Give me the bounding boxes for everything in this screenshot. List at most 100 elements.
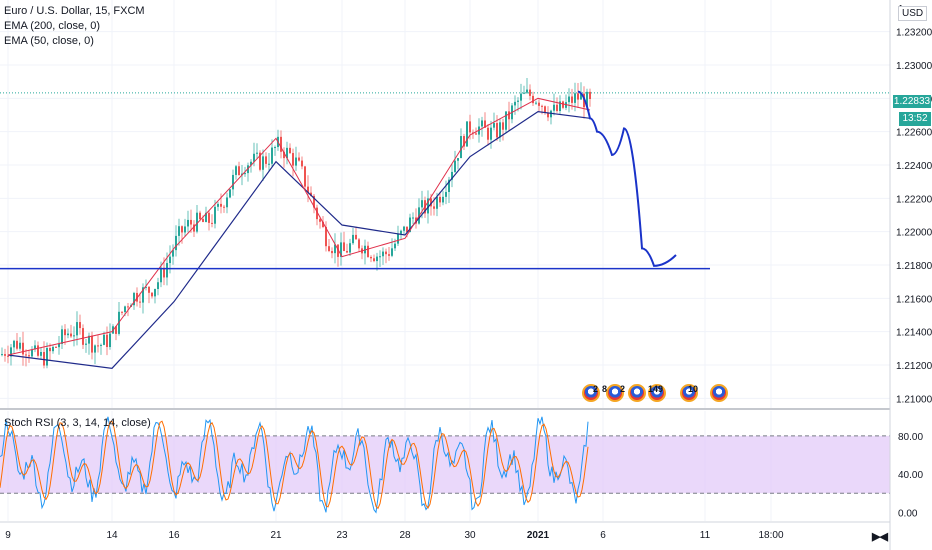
candle-body [382, 251, 384, 257]
candle-body [322, 221, 324, 227]
candle-body [151, 292, 153, 297]
eu-flag-icon[interactable] [710, 384, 728, 402]
price-tick-label: 1.21400 [896, 328, 932, 339]
time-axis[interactable]: 9 14 16 21 23 28 30 2021 6 11 18:00 [5, 530, 784, 541]
candle-body [502, 122, 504, 130]
candle-body [436, 196, 438, 209]
candle-body [526, 89, 528, 93]
candle-body [304, 166, 306, 187]
candle-body [334, 244, 336, 254]
candle-body [295, 157, 297, 166]
price-tick-label: 1.22200 [896, 194, 932, 205]
candle-body [463, 136, 465, 147]
tradingview-logo-icon[interactable]: ▶◀ [872, 531, 888, 543]
candle-body [574, 93, 576, 103]
candle-body [562, 101, 564, 108]
candle-body [253, 153, 255, 162]
currency-button[interactable]: USD [898, 6, 928, 21]
candle-body [445, 191, 447, 197]
stoch-legend[interactable]: Stoch RSI (3, 3, 14, 14, close) [4, 417, 151, 429]
candle-countdown: 13:52 [899, 112, 931, 126]
event-count: 2 [593, 384, 599, 394]
candle-body [10, 347, 12, 357]
candle-body [427, 198, 429, 214]
candle-body [46, 348, 48, 366]
candle-body [160, 267, 162, 283]
candle-body [139, 301, 141, 303]
price-tick-label: 1.22600 [896, 128, 932, 139]
candle-body [79, 322, 81, 329]
time-tick-label: 2021 [527, 530, 550, 541]
candle-body [148, 286, 150, 293]
candle-body [250, 161, 252, 166]
candle-body [340, 242, 342, 257]
eu-flag-icon[interactable] [648, 384, 666, 402]
candle-body [403, 226, 405, 231]
candle-body [571, 96, 573, 103]
candle-body [586, 91, 588, 108]
candle-body [325, 226, 327, 247]
candle-body [73, 335, 75, 337]
us-flag-icon[interactable] [628, 384, 646, 402]
candle-body [208, 212, 210, 223]
candle-body [283, 151, 285, 159]
candle-body [316, 207, 318, 220]
stoch-k-line [0, 416, 589, 514]
candle-body [544, 106, 546, 113]
candle-body [13, 340, 15, 348]
price-tick-label: 1.23200 [896, 28, 932, 39]
current-price-badge: 1.22833 [893, 95, 931, 108]
candle-body [508, 111, 510, 120]
candle-body [442, 196, 444, 203]
candle-body [127, 306, 129, 308]
candle-body [271, 147, 273, 164]
candle-body [310, 192, 312, 196]
candle-body [547, 112, 549, 118]
candle-body [568, 96, 570, 103]
symbol-title[interactable]: Euro / U.S. Dollar, 15, FXCM [4, 5, 145, 17]
ema200-legend[interactable]: EMA (200, close, 0) [4, 20, 100, 32]
candle-body [529, 89, 531, 96]
stoch-tick-label: 80.00 [898, 432, 923, 443]
candle-body [259, 152, 261, 170]
candle-body [145, 286, 147, 288]
price-tick-label: 1.21200 [896, 361, 932, 372]
candle-body [70, 333, 72, 337]
candle-body [19, 342, 21, 349]
stoch-axis[interactable]: 80.00 40.00 0.00 [898, 432, 923, 519]
candle-body [235, 166, 237, 175]
candle-body [484, 120, 486, 128]
candle-body [538, 102, 540, 106]
candle-body [469, 121, 471, 133]
candle-body [184, 226, 186, 233]
candle-body [337, 244, 339, 257]
candle-body [202, 219, 204, 222]
time-tick-label: 18:00 [758, 530, 783, 541]
candle-body [76, 322, 78, 336]
candle-body [205, 212, 207, 222]
candle-body [307, 186, 309, 193]
eu-us-flag-icon[interactable] [606, 384, 624, 402]
time-tick-label: 16 [168, 530, 180, 541]
ema50-legend[interactable]: EMA (50, close, 0) [4, 35, 94, 47]
us-flag-icon[interactable] [680, 384, 698, 402]
event-count: 149 [648, 384, 664, 394]
candle-body [175, 235, 177, 251]
candle-body [439, 196, 441, 203]
candle-body [199, 212, 201, 220]
projection-drawing[interactable] [577, 90, 677, 267]
candle-body [226, 197, 228, 208]
candle-body [106, 334, 108, 348]
candle-body [487, 127, 489, 140]
candle-body [154, 288, 156, 297]
candle-body [352, 234, 354, 244]
candle-body [109, 333, 111, 348]
time-tick-label: 11 [700, 530, 711, 541]
candle-body [67, 333, 69, 336]
stoch-tick-label: 0.00 [898, 508, 918, 519]
us-flag-icon[interactable] [582, 384, 600, 402]
price-tick-label: 1.23000 [896, 61, 932, 72]
price-tick-label: 1.21800 [896, 261, 932, 272]
price-axis[interactable]: 1.232001.230001.228001.226001.224001.222… [896, 4, 932, 405]
